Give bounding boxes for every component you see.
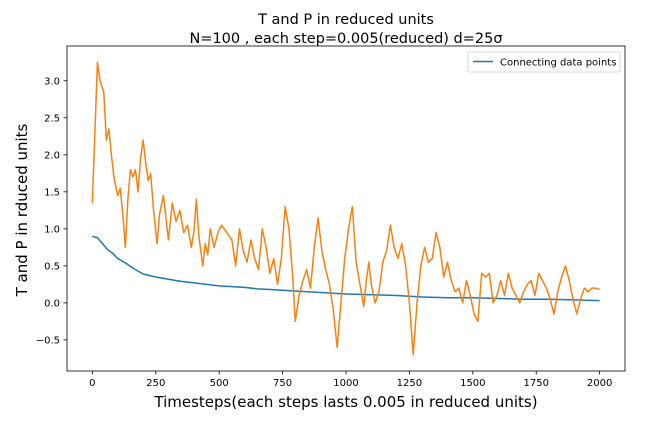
series-line-0 xyxy=(92,235,600,302)
y-tick-label: 0.5 xyxy=(44,261,60,272)
x-axis-label: Timesteps(each steps lasts 0.005 in redu… xyxy=(153,393,537,411)
series-layer xyxy=(91,61,600,356)
legend: Connecting data points xyxy=(467,51,621,73)
x-tick-label: 1000 xyxy=(333,378,358,389)
y-tick-label: 1.5 xyxy=(44,187,60,198)
y-axis-label: T and P in rduced units xyxy=(13,123,31,297)
chart-title: T and P in reduced units xyxy=(257,12,434,28)
axes-layer: 0 250 500 750 1000 1250 1500 1750 2000 −0.5 0.0 0.5… xyxy=(36,45,626,389)
x-tick-label: 250 xyxy=(146,378,165,389)
legend-box xyxy=(467,51,621,73)
y-tick-label: −0.5 xyxy=(36,335,60,346)
chart-subtitle: N=100 , each step=0.005(reduced) d=25σ xyxy=(189,31,502,47)
y-tick-label: 2.5 xyxy=(44,113,60,124)
x-tick-label: 1750 xyxy=(524,378,549,389)
series-line-1 xyxy=(91,61,600,356)
y-tick-label: 3.0 xyxy=(44,76,60,87)
x-tick-label: 750 xyxy=(273,378,292,389)
x-tick-label: 1500 xyxy=(460,378,485,389)
x-tick-label: 0 xyxy=(89,378,95,389)
y-tick-label: 0.0 xyxy=(44,298,60,309)
x-tick-label: 500 xyxy=(210,378,229,389)
y-tick-label: 2.0 xyxy=(44,150,60,161)
legend-label-connecting-data-points: Connecting data points xyxy=(500,58,616,69)
x-tick-label: 1250 xyxy=(397,378,422,389)
y-tick-label: 1.0 xyxy=(44,224,60,235)
x-tick-label: 2000 xyxy=(587,378,612,389)
